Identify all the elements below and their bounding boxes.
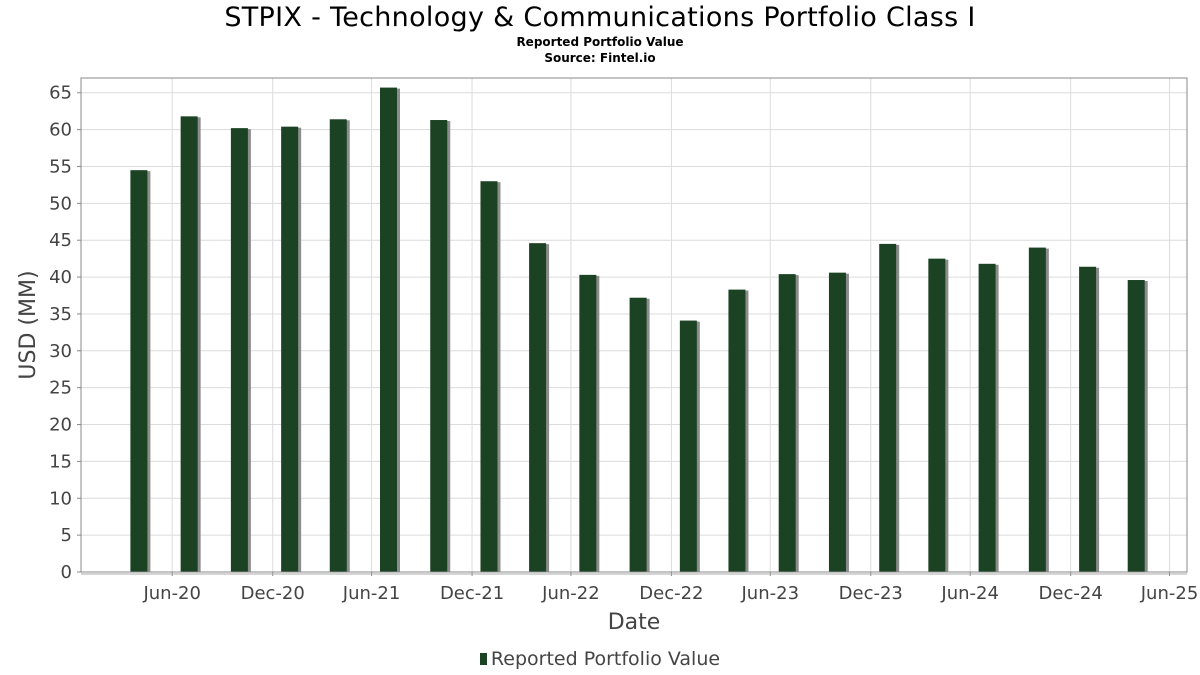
bar — [1028, 247, 1046, 572]
bar — [978, 263, 996, 572]
y-tick-label: 20 — [49, 415, 72, 436]
x-axis-label: Date — [608, 610, 661, 635]
y-tick-label: 40 — [49, 267, 72, 288]
bar — [230, 128, 248, 572]
y-tick-label: 50 — [49, 193, 72, 214]
y-tick-label: 0 — [61, 562, 72, 583]
bar — [1127, 280, 1145, 572]
bar — [828, 272, 846, 572]
y-tick-label: 5 — [61, 525, 72, 546]
y-tick-label: 15 — [49, 451, 72, 472]
x-tick-label: Jun-24 — [940, 583, 999, 604]
bar — [928, 258, 946, 572]
chart-title: STPIX - Technology & Communications Port… — [224, 2, 976, 33]
bar — [480, 181, 498, 572]
x-tick-label: Jun-23 — [741, 583, 800, 604]
bar — [529, 243, 547, 572]
x-tick-label: Dec-23 — [839, 583, 903, 604]
legend: Reported Portfolio Value — [0, 648, 1200, 670]
bar — [180, 116, 198, 572]
bar — [679, 320, 697, 572]
x-tick-label: Dec-21 — [440, 583, 504, 604]
bar — [379, 87, 397, 572]
bar — [579, 274, 597, 572]
y-tick-label: 45 — [49, 230, 72, 251]
chart-source: Source: Fintel.io — [544, 51, 656, 65]
y-tick-label: 25 — [49, 378, 72, 399]
plot-border — [80, 77, 1188, 573]
x-tick-label: Dec-24 — [1039, 583, 1103, 604]
x-tick-label: Jun-21 — [342, 583, 401, 604]
x-tick-label: Dec-22 — [639, 583, 703, 604]
y-tick-label: 10 — [49, 488, 72, 509]
y-tick-label: 60 — [49, 120, 72, 141]
y-tick-label: 65 — [49, 83, 72, 104]
bar — [130, 170, 148, 572]
bar — [329, 119, 347, 572]
bar — [778, 274, 796, 572]
legend-swatch-icon — [479, 653, 487, 665]
x-tick-label: Dec-20 — [241, 583, 305, 604]
x-tick-label: Jun-22 — [541, 583, 600, 604]
legend-label: Reported Portfolio Value — [490, 648, 721, 670]
bar — [430, 120, 448, 573]
y-tick-label: 55 — [49, 156, 72, 177]
bar — [728, 289, 746, 572]
y-tick-label: 30 — [49, 341, 72, 362]
chart-subtitle: Reported Portfolio Value — [516, 35, 684, 49]
x-tick-label: Jun-25 — [1140, 583, 1199, 604]
x-tick-label: Jun-20 — [142, 583, 201, 604]
bar — [281, 126, 299, 572]
bar — [629, 297, 647, 572]
y-tick-label: 35 — [49, 304, 72, 325]
y-axis-label: USD (MM) — [16, 270, 41, 379]
bar — [879, 243, 897, 573]
bar — [1079, 266, 1097, 572]
